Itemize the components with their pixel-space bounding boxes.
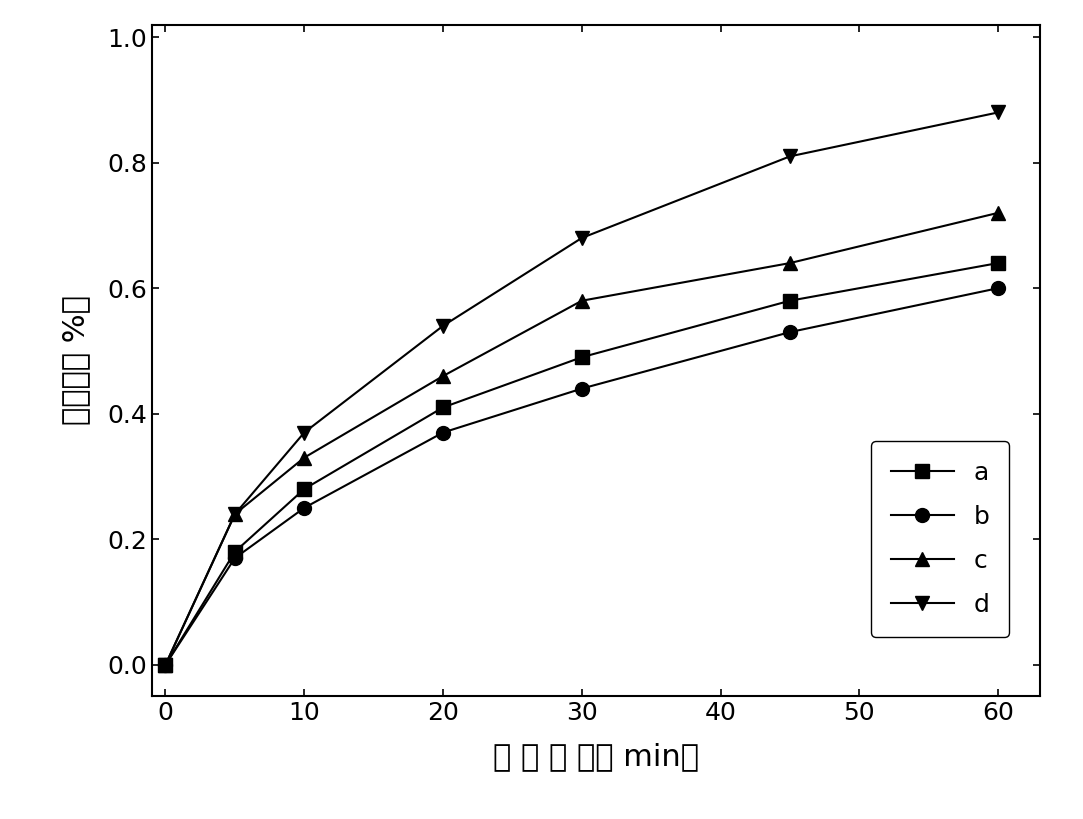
b	[783, 328, 796, 337]
b	[436, 428, 449, 437]
Legend: a, b, c, d: a, b, c, d	[871, 441, 1009, 636]
a	[436, 402, 449, 412]
c	[992, 208, 1005, 218]
a	[783, 296, 796, 305]
Y-axis label: 去除率（ %）: 去除率（ %）	[62, 296, 90, 425]
a	[229, 547, 242, 557]
c	[783, 258, 796, 268]
d	[436, 321, 449, 331]
d	[159, 660, 172, 670]
d	[575, 233, 588, 243]
a	[992, 258, 1005, 268]
d	[229, 509, 242, 519]
c	[298, 453, 311, 463]
c	[159, 660, 172, 670]
a	[159, 660, 172, 670]
b	[229, 553, 242, 563]
b	[159, 660, 172, 670]
X-axis label: 处 理 时 间（ min）: 处 理 时 间（ min）	[493, 742, 699, 771]
Line: a: a	[158, 256, 1005, 672]
b	[992, 283, 1005, 293]
b	[575, 383, 588, 393]
b	[298, 503, 311, 513]
Line: b: b	[158, 281, 1005, 672]
c	[229, 509, 242, 519]
d	[992, 107, 1005, 117]
Line: d: d	[158, 106, 1005, 672]
d	[783, 152, 796, 161]
c	[436, 371, 449, 381]
Line: c: c	[158, 206, 1005, 672]
a	[298, 484, 311, 494]
c	[575, 296, 588, 305]
d	[298, 428, 311, 437]
a	[575, 352, 588, 362]
